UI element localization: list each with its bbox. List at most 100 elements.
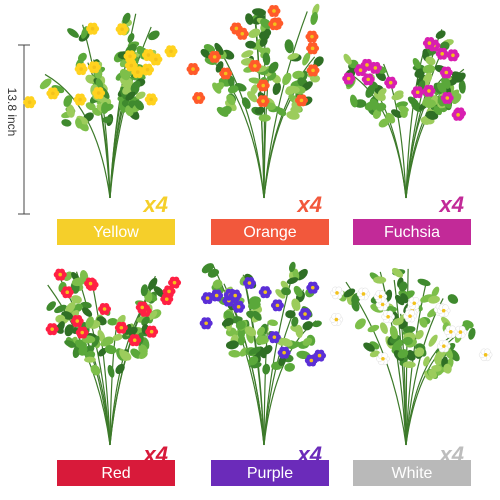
leaf (115, 363, 125, 374)
leaf (343, 53, 352, 65)
flower-center (388, 80, 393, 85)
leaf (427, 295, 440, 304)
leaf (61, 119, 72, 127)
leaf (248, 28, 261, 38)
flower-center (415, 90, 420, 95)
flower-center (146, 53, 151, 57)
leaf (292, 70, 305, 80)
flower-center (120, 27, 124, 32)
leaf (265, 102, 276, 111)
leaf (443, 363, 452, 374)
color-label: White (392, 465, 433, 482)
flower-center (334, 317, 339, 322)
leaf (254, 106, 266, 115)
flower-center (92, 65, 97, 70)
flower-center (310, 34, 314, 39)
leaf (85, 74, 96, 84)
flower-center (167, 289, 171, 294)
flower-center (263, 290, 268, 294)
leaf (130, 348, 142, 359)
flower-center (234, 26, 239, 31)
leaf (90, 364, 101, 376)
leaf (66, 104, 76, 118)
leaf (212, 279, 223, 289)
leaf (55, 314, 66, 323)
leaf (377, 88, 387, 97)
leaf (226, 94, 236, 106)
flower-center (386, 314, 390, 319)
leaf (397, 349, 409, 359)
flower-center (164, 297, 169, 301)
flower-center (366, 77, 371, 82)
leaf (107, 364, 115, 378)
leaf (428, 369, 438, 379)
leaf (417, 278, 431, 287)
color-label: Purple (247, 465, 293, 482)
leaf (373, 276, 387, 284)
leaf (291, 298, 301, 311)
leaf (290, 324, 302, 333)
leaf (223, 310, 234, 321)
bouquet (199, 261, 327, 446)
flower-center (212, 55, 217, 59)
leaf (75, 117, 83, 129)
flower-center (80, 330, 85, 335)
leaf (135, 91, 146, 100)
leaf (97, 347, 107, 357)
leaf (296, 268, 308, 281)
leaf (220, 105, 232, 116)
flower-center (358, 68, 363, 72)
leaf (376, 102, 387, 112)
leaf (222, 317, 234, 327)
leaf (395, 101, 408, 108)
flower-center (129, 63, 134, 68)
flower-center (247, 281, 252, 285)
flower-center (135, 70, 140, 74)
flower-center (78, 97, 82, 102)
flower-center (275, 303, 280, 308)
leaf (402, 361, 416, 368)
leaf (72, 345, 81, 359)
flower-center (335, 291, 339, 295)
leaf (104, 345, 117, 355)
leaf (228, 350, 241, 358)
flower-center (381, 357, 385, 361)
leaf (287, 53, 299, 60)
leaf (125, 91, 136, 101)
leaf (389, 325, 398, 340)
flower-center (412, 301, 417, 306)
leaf (140, 284, 149, 297)
flower-center (365, 63, 369, 67)
leaf (447, 294, 459, 304)
flower-center (88, 281, 93, 286)
flower-center (361, 292, 366, 296)
leaf (365, 84, 376, 98)
leaf (225, 340, 239, 350)
stem (353, 60, 407, 199)
flower-center (309, 358, 314, 363)
color-label: Red (101, 465, 130, 482)
leaf (284, 39, 294, 54)
flower-center (149, 329, 154, 334)
leaf (227, 85, 239, 94)
flower-center (441, 308, 446, 313)
leaf (260, 18, 272, 29)
flower-center (75, 319, 80, 323)
leaf (380, 322, 388, 335)
flower-center (444, 70, 449, 75)
leaf (248, 346, 261, 355)
flower-center (128, 54, 132, 59)
flower-center (145, 67, 150, 72)
quantity: x4 (297, 192, 322, 217)
bouquet (186, 3, 324, 199)
leaf (468, 327, 476, 340)
leaf (364, 101, 376, 111)
leaf (241, 50, 254, 58)
leaf (288, 261, 296, 273)
flower-center (378, 294, 383, 299)
leaf (214, 42, 224, 55)
flower-center (261, 99, 265, 103)
flower-center (27, 100, 32, 105)
flower-center (96, 91, 101, 95)
